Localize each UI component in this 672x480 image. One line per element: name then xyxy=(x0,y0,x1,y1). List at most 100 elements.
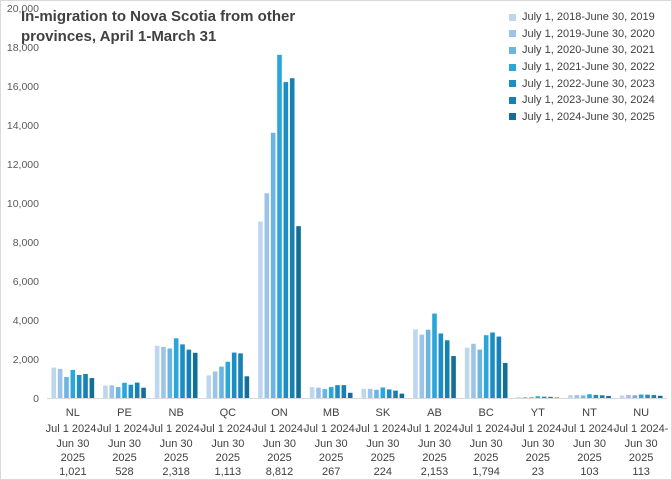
bar-nl-series-6 xyxy=(83,374,88,398)
bar-ab-series-7 xyxy=(451,356,456,398)
category-sublabel: Jul 1 2024- xyxy=(562,423,617,435)
category-sublabel: 2025 xyxy=(61,452,85,464)
y-tick-label: 10,000 xyxy=(7,198,39,210)
bar-nu-series-2 xyxy=(626,395,631,398)
chart-title-line-2: provinces, April 1-March 31 xyxy=(21,28,217,45)
category-sublabel: Jul 1 2024- xyxy=(511,423,566,435)
category-label-qc: QC xyxy=(220,407,237,419)
bar-qc-series-2 xyxy=(212,371,218,398)
category-sublabel: Jul 1 2024- xyxy=(46,423,101,435)
category-sublabel: 1,021 xyxy=(59,466,87,478)
bar-sk-series-1 xyxy=(361,388,367,398)
category-sublabel: Jun 30 xyxy=(263,438,296,450)
bar-bc-series-4 xyxy=(483,335,489,398)
bar-sk-series-7 xyxy=(399,393,405,398)
chart-title-line-1: In-migration to Nova Scotia from other xyxy=(21,8,296,25)
bar-nu-series-6 xyxy=(651,395,657,398)
legend-item: July 1, 2022-June 30, 2023 xyxy=(509,75,655,92)
category-sublabel: 2025 xyxy=(319,452,343,464)
bar-ab-series-3 xyxy=(425,329,431,398)
bar-sk-series-6 xyxy=(393,390,398,398)
category-sublabel: Jun 30 xyxy=(470,438,503,450)
category-sublabel: 2025 xyxy=(164,452,188,464)
legend-item: July 1, 2020-June 30, 2021 xyxy=(509,42,655,59)
bar-nb-series-4 xyxy=(173,338,179,398)
legend-item: July 1, 2021-June 30, 2022 xyxy=(509,59,655,76)
category-sublabel: Jun 30 xyxy=(211,438,244,450)
bar-nb-series-6 xyxy=(186,349,192,398)
bar-sk-series-3 xyxy=(374,389,379,398)
bar-yt-series-3 xyxy=(529,397,534,398)
legend-label: July 1, 2024-June 30, 2025 xyxy=(522,110,655,123)
bar-on-series-7 xyxy=(296,226,301,398)
bar-pe-series-3 xyxy=(115,387,121,398)
bar-pe-series-5 xyxy=(128,384,134,398)
category-sublabel: 8,812 xyxy=(266,466,294,478)
bar-bc-series-6 xyxy=(496,336,502,398)
category-sublabel: 2025 xyxy=(629,452,653,464)
category-sublabel: Jun 30 xyxy=(521,438,554,450)
bar-qc-series-3 xyxy=(219,366,224,398)
category-label-nb: NB xyxy=(169,407,184,419)
bar-mb-series-1 xyxy=(309,387,315,398)
category-sublabel: Jul 1 2024- xyxy=(459,423,514,435)
bar-pe-series-2 xyxy=(109,385,115,398)
category-sublabel: Jul 1 2024- xyxy=(201,423,256,435)
y-tick-label: 6,000 xyxy=(13,276,39,288)
bar-nu-series-1 xyxy=(619,395,625,398)
bar-nl-series-5 xyxy=(76,374,82,398)
y-tick-label: 14,000 xyxy=(7,120,39,132)
y-tick-label: 16,000 xyxy=(7,81,39,93)
category-sublabel: 2,318 xyxy=(162,466,190,478)
category-sublabel: 113 xyxy=(632,466,650,478)
legend-swatch xyxy=(509,63,516,71)
bar-mb-series-5 xyxy=(335,385,340,398)
category-sublabel: 1,113 xyxy=(214,466,241,478)
bar-nb-series-2 xyxy=(161,346,166,398)
bar-nt-series-7 xyxy=(606,395,611,398)
category-label-sk: SK xyxy=(375,407,390,419)
category-sublabel: Jun 30 xyxy=(160,438,193,450)
bar-nt-series-3 xyxy=(580,395,586,398)
bar-on-series-6 xyxy=(289,78,295,398)
category-sublabel: Jun 30 xyxy=(108,438,141,450)
legend: July 1, 2018-June 30, 2019 July 1, 2019-J… xyxy=(509,9,655,125)
legend-label: July 1, 2018-June 30, 2019 xyxy=(522,11,655,24)
bar-pe-series-6 xyxy=(134,382,140,398)
category-sublabel: Jun 30 xyxy=(625,438,658,450)
bar-nb-series-3 xyxy=(167,348,173,398)
bar-nt-series-1 xyxy=(568,395,573,398)
category-sublabel: 2025 xyxy=(267,452,291,464)
category-sublabel: Jul 1 2024- xyxy=(407,423,462,435)
bar-nt-series-6 xyxy=(599,395,605,398)
bar-ab-series-4 xyxy=(432,313,437,398)
category-sublabel: Jul 1 2024- xyxy=(149,423,204,435)
legend-swatch xyxy=(509,113,516,121)
category-sublabel: 224 xyxy=(374,466,392,478)
bar-nb-series-1 xyxy=(154,345,160,398)
bar-on-series-1 xyxy=(258,221,263,398)
bar-nt-series-4 xyxy=(587,394,592,398)
category-label-nu: NU xyxy=(633,407,649,419)
bar-nu-series-4 xyxy=(638,394,644,398)
bar-ab-series-1 xyxy=(413,329,418,398)
bar-mb-series-2 xyxy=(316,387,321,398)
category-label-nl: NL xyxy=(66,407,80,419)
legend-swatch xyxy=(509,80,516,88)
category-sublabel: 2025 xyxy=(474,452,498,464)
category-sublabel: Jul 1 2024- xyxy=(614,423,669,435)
bar-sk-series-4 xyxy=(380,387,386,398)
bar-bc-series-3 xyxy=(477,349,483,398)
bar-mb-series-6 xyxy=(341,385,347,398)
bar-qc-series-4 xyxy=(225,361,231,398)
bar-qc-series-6 xyxy=(238,353,243,398)
category-sublabel: Jun 30 xyxy=(573,438,606,450)
bar-yt-series-2 xyxy=(522,397,528,398)
category-label-mb: MB xyxy=(323,407,340,419)
bar-ab-series-5 xyxy=(438,333,444,398)
category-sublabel: Jun 30 xyxy=(315,438,348,450)
bar-nu-series-5 xyxy=(645,394,650,398)
category-label-yt: YT xyxy=(531,407,545,419)
category-sublabel: 2025 xyxy=(216,452,240,464)
